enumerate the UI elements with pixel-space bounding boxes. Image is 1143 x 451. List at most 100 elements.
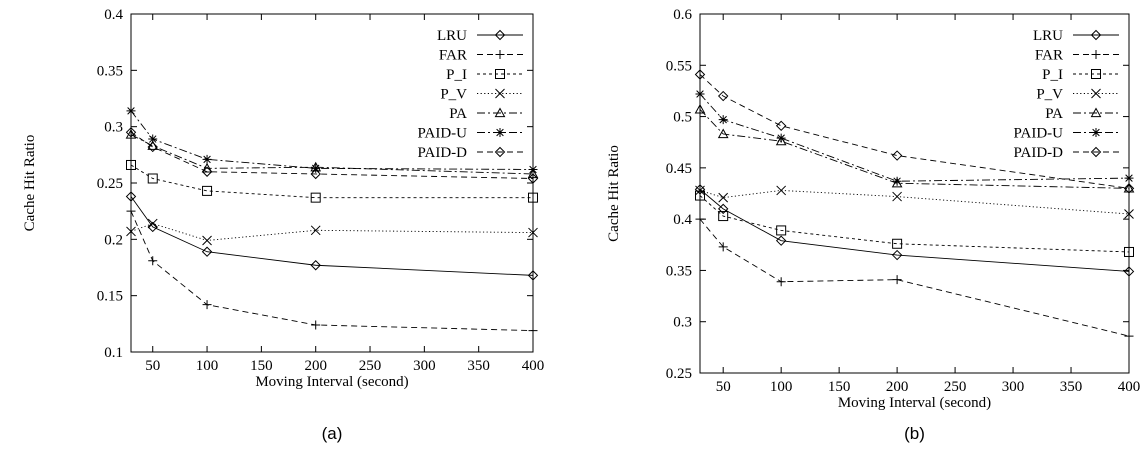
legend-marker [1090, 107, 1102, 118]
y-tick-label: 0.5 [673, 110, 692, 126]
series-line [130, 223, 534, 241]
panel-caption: (b) [904, 424, 925, 443]
x-tick-label: 50 [716, 379, 731, 395]
x-tick-label: 150 [828, 379, 851, 395]
legend-label: P_I [1042, 67, 1063, 83]
legend-marker [495, 88, 505, 99]
data-point [126, 159, 136, 170]
legend-marker [494, 107, 506, 118]
legend-marker [494, 29, 506, 41]
y-tick-label: 0.3 [104, 120, 123, 136]
series-paid-u: PAID-U [126, 106, 538, 174]
data-point [528, 192, 538, 203]
data-point [695, 214, 705, 224]
data-point [147, 221, 158, 233]
series-pa: PA [125, 106, 539, 179]
series-line [130, 110, 534, 170]
plot-frame [130, 13, 534, 353]
legend-label: PAID-U [418, 126, 468, 142]
data-point [310, 225, 321, 236]
data-point [527, 173, 539, 184]
data-point [695, 89, 705, 99]
data-point [1124, 173, 1134, 183]
data-point [776, 225, 787, 236]
y-tick-label: 0.35 [97, 63, 123, 79]
legend-marker [1091, 88, 1101, 99]
panel-caption: (a) [322, 424, 343, 443]
data-point [148, 134, 158, 144]
data-point [202, 300, 212, 310]
data-point [717, 203, 729, 215]
data-point [891, 249, 903, 261]
series-line [130, 134, 534, 175]
y-tick-label: 0.25 [666, 366, 692, 382]
series-paid-u: PAID-U [695, 89, 1134, 186]
y-tick-label: 0.35 [666, 263, 692, 279]
legend-label: P_V [1036, 87, 1063, 103]
x-tick-label: 150 [250, 358, 273, 374]
data-point [201, 166, 213, 177]
data-point [891, 150, 903, 161]
series-line [699, 93, 1130, 182]
y-axis-label: Cache Hit Ratio [606, 145, 622, 242]
x-tick-label: 300 [1002, 379, 1025, 395]
x-tick-label: 250 [944, 379, 967, 395]
data-point [717, 128, 729, 139]
data-point [147, 173, 158, 184]
data-point [718, 192, 729, 203]
data-point [310, 260, 321, 271]
legend-label: FAR [439, 48, 467, 64]
series-p-i: P_I [695, 67, 1134, 257]
legend-marker [495, 69, 505, 79]
legend-marker [495, 128, 505, 137]
series-line [699, 109, 1130, 189]
data-point [892, 238, 903, 249]
series-line [130, 196, 534, 276]
x-axis-label: Moving Interval (second) [838, 395, 991, 411]
series-lru: LRU [694, 28, 1135, 277]
data-point [1123, 183, 1135, 194]
data-point [717, 90, 729, 102]
data-point [311, 163, 321, 173]
x-tick-label: 200 [304, 358, 327, 374]
series-paid-d: PAID-D [694, 69, 1135, 194]
legend-marker [1091, 128, 1101, 137]
series-paid-d: PAID-D [125, 127, 539, 184]
legend-label: PA [449, 106, 467, 122]
y-tick-label: 0.25 [97, 176, 123, 192]
legend-label: PAID-D [1014, 145, 1064, 161]
x-tick-label: 300 [413, 358, 436, 374]
legend-label: P_I [446, 67, 467, 83]
legend-marker [1090, 29, 1102, 41]
data-point [126, 206, 136, 216]
data-point [718, 211, 729, 222]
legend-marker [494, 146, 506, 158]
series-line [699, 74, 1130, 189]
x-tick-label: 350 [467, 358, 490, 374]
series-line [130, 164, 533, 199]
y-axis-label: Cache Hit Ratio [22, 135, 38, 232]
legend-label: LRU [1033, 28, 1063, 44]
y-tick-label: 0.1 [104, 345, 123, 361]
x-tick-label: 100 [196, 358, 219, 374]
data-point [695, 185, 705, 196]
data-point [202, 154, 212, 164]
y-tick-label: 0.55 [666, 58, 692, 74]
data-point [528, 227, 538, 238]
x-tick-label: 250 [359, 358, 382, 374]
data-point [125, 191, 137, 202]
data-point [527, 270, 539, 281]
data-point [311, 320, 321, 330]
data-point [775, 120, 787, 132]
series-line [130, 210, 534, 332]
chart-panel-a: 0.1 0.15 0.2 0.25 0.3 0.35 0.4 50 100 150 200 250 30… [22, 7, 544, 443]
data-point [892, 275, 902, 285]
data-point [527, 168, 539, 179]
series-p-v: P_V [695, 87, 1134, 219]
y-tick-label: 0.4 [104, 7, 123, 23]
legend-label: PAID-D [418, 145, 468, 161]
data-point [126, 226, 136, 237]
x-tick-label: 200 [886, 379, 909, 395]
data-point [694, 69, 706, 80]
x-axis-label: Moving Interval (second) [255, 374, 408, 390]
